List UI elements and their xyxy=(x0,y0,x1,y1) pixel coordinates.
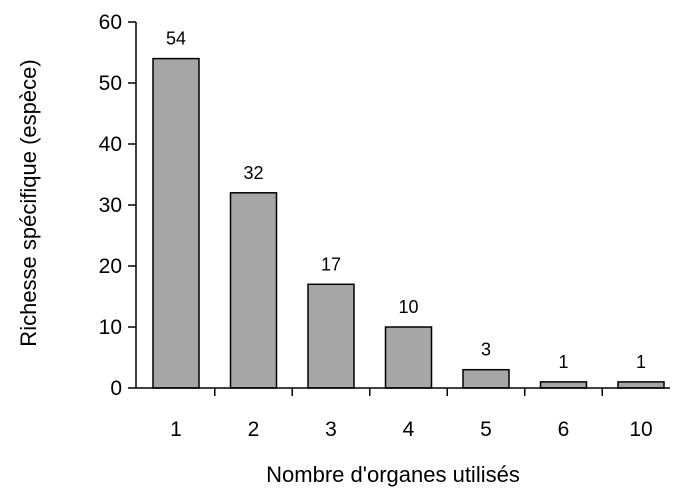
bars: 54 32 17 10 3 1 1 xyxy=(152,29,665,389)
y-tick-label: 50 xyxy=(99,72,122,95)
data-label-6: 1 xyxy=(558,352,568,372)
x-tick-label: 4 xyxy=(403,418,415,441)
bar-10 xyxy=(617,381,665,389)
data-label-3: 17 xyxy=(321,254,341,274)
data-label-10: 1 xyxy=(636,352,646,372)
data-label-4: 10 xyxy=(398,297,418,317)
y-tick-label: 20 xyxy=(99,255,122,278)
x-tick-label: 1 xyxy=(170,418,182,441)
x-axis-title: Nombre d'organes utilisés xyxy=(266,462,520,487)
data-label-5: 3 xyxy=(481,340,491,360)
y-axis-ticks: 0 10 20 30 40 50 60 xyxy=(99,11,136,400)
y-tick-label: 10 xyxy=(99,316,122,339)
data-label-2: 32 xyxy=(243,163,263,183)
y-axis-title: Richesse spécifique (espèce) xyxy=(16,59,41,346)
bar-2 xyxy=(229,192,278,389)
bar-3 xyxy=(307,283,355,389)
x-tick-label: 6 xyxy=(558,418,570,441)
bar-1 xyxy=(152,57,200,389)
y-tick-label: 60 xyxy=(99,11,122,34)
y-tick-label: 30 xyxy=(99,194,122,217)
x-tick-label: 2 xyxy=(248,418,260,441)
x-axis-ticks: 1 2 3 4 5 6 10 xyxy=(170,388,653,441)
x-tick-label: 5 xyxy=(480,418,492,441)
y-tick-label: 40 xyxy=(99,133,122,156)
bar-6 xyxy=(539,381,588,389)
bar-4 xyxy=(384,326,433,389)
y-tick-label: 0 xyxy=(110,377,122,400)
bar-5 xyxy=(462,368,510,389)
data-label-1: 54 xyxy=(166,29,186,49)
x-tick-label: 10 xyxy=(629,418,652,441)
x-tick-label: 3 xyxy=(325,418,337,441)
